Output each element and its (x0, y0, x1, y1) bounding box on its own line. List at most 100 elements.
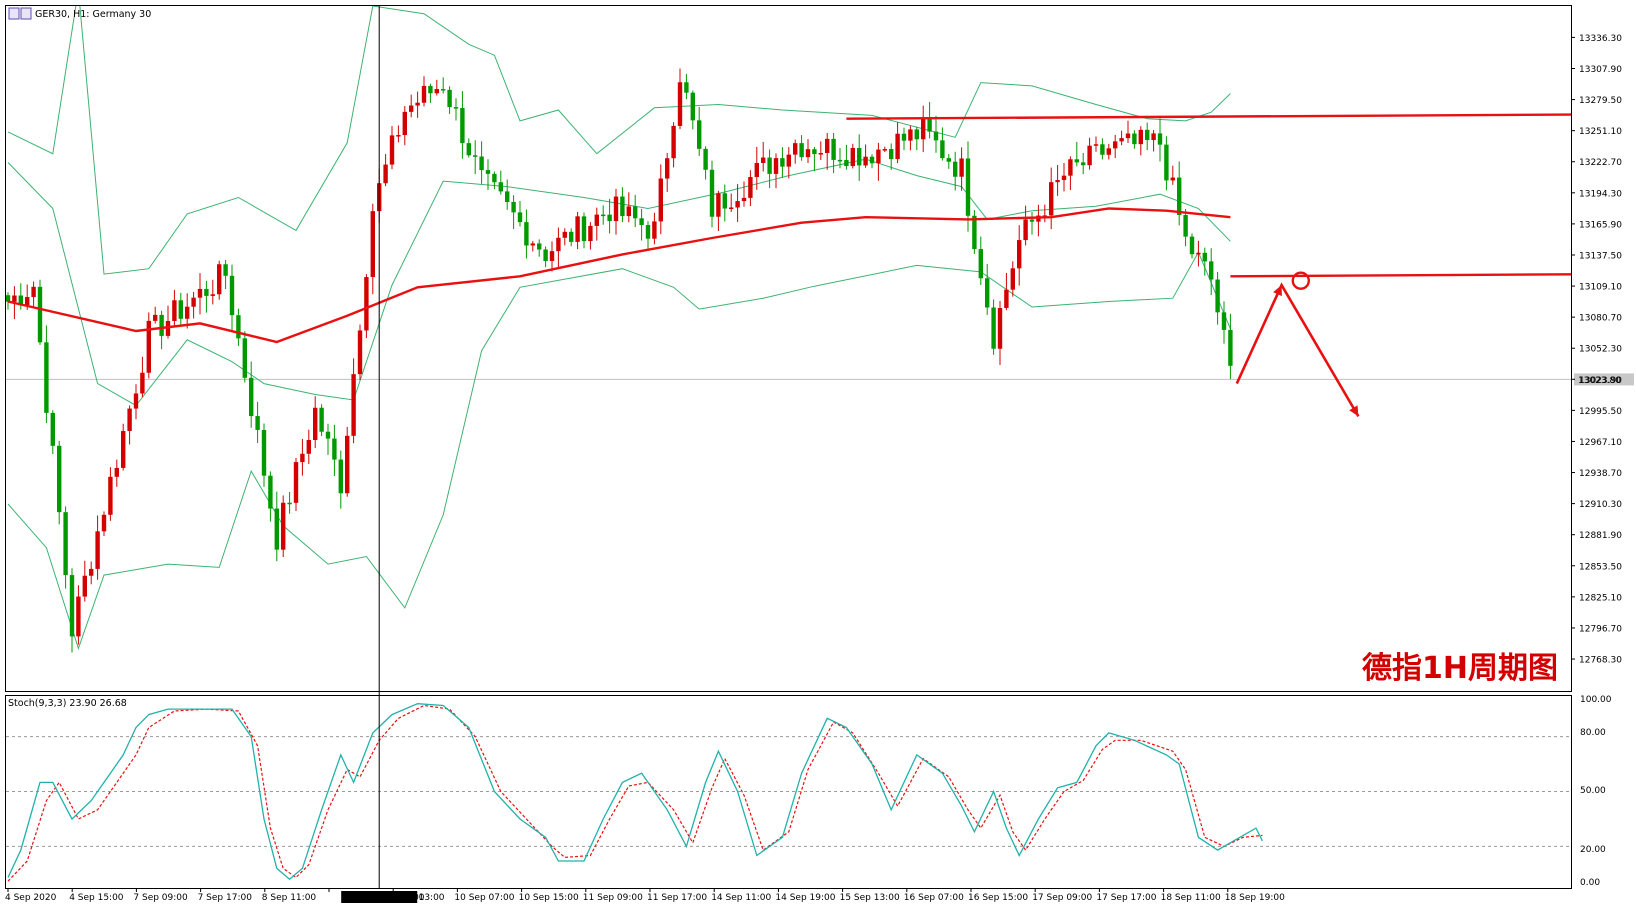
candle[interactable] (946, 153, 951, 169)
candle[interactable] (325, 423, 331, 455)
candle[interactable] (1055, 165, 1060, 196)
candle[interactable] (1196, 240, 1201, 267)
candle[interactable] (677, 68, 683, 130)
candle[interactable] (908, 125, 913, 151)
main-chart-area[interactable] (6, 0, 1602, 653)
candle[interactable] (953, 151, 958, 191)
candle[interactable] (204, 280, 209, 313)
candle[interactable] (6, 292, 11, 310)
candle[interactable] (530, 241, 535, 252)
candle[interactable] (389, 126, 395, 170)
candle[interactable] (703, 146, 708, 180)
candle[interactable] (409, 94, 414, 118)
candle[interactable] (217, 260, 222, 300)
candle[interactable] (370, 203, 375, 295)
candle[interactable] (197, 273, 203, 315)
candle[interactable] (517, 201, 523, 227)
candle[interactable] (697, 107, 702, 156)
candle[interactable] (735, 184, 740, 222)
candle[interactable] (185, 293, 190, 329)
candle[interactable] (31, 281, 36, 308)
candle[interactable] (1106, 143, 1111, 160)
candle[interactable] (229, 264, 235, 333)
candle[interactable] (876, 142, 881, 181)
candle[interactable] (50, 410, 55, 454)
candle[interactable] (165, 305, 171, 339)
candle[interactable] (255, 401, 260, 443)
candle[interactable] (1017, 225, 1022, 286)
candle[interactable] (620, 187, 625, 223)
candle[interactable] (178, 292, 183, 325)
candle[interactable] (569, 228, 574, 247)
candle[interactable] (460, 91, 465, 159)
candle[interactable] (274, 491, 279, 562)
candle[interactable] (69, 568, 75, 653)
candle[interactable] (1145, 122, 1150, 151)
candle[interactable] (1183, 209, 1188, 247)
candle[interactable] (1074, 141, 1079, 167)
candle[interactable] (965, 141, 971, 232)
candle[interactable] (1228, 313, 1233, 380)
candle[interactable] (1170, 165, 1175, 185)
candle[interactable] (402, 105, 407, 146)
candle[interactable] (351, 358, 356, 444)
candle[interactable] (261, 423, 267, 487)
candle[interactable] (1132, 130, 1137, 149)
candle[interactable] (242, 331, 247, 383)
candle[interactable] (153, 306, 158, 324)
candle[interactable] (37, 279, 43, 345)
candle[interactable] (101, 511, 107, 537)
candle[interactable] (1157, 118, 1163, 162)
candle[interactable] (453, 98, 459, 121)
candle[interactable] (729, 193, 734, 212)
candle[interactable] (793, 139, 798, 164)
candle[interactable] (1138, 126, 1143, 156)
candle[interactable] (601, 205, 606, 225)
candle[interactable] (633, 194, 638, 228)
candle[interactable] (1036, 204, 1041, 237)
candle[interactable] (985, 263, 990, 315)
candle[interactable] (857, 134, 862, 181)
candle[interactable] (524, 209, 529, 259)
candle[interactable] (76, 585, 81, 645)
candle[interactable] (505, 179, 510, 210)
candle[interactable] (1068, 156, 1073, 190)
candle[interactable] (978, 236, 983, 285)
candle[interactable] (249, 361, 254, 428)
candle[interactable] (639, 209, 644, 241)
candle[interactable] (895, 122, 900, 164)
candle[interactable] (338, 450, 343, 509)
candle[interactable] (1029, 211, 1035, 235)
candle[interactable] (345, 426, 350, 497)
candle[interactable] (933, 115, 939, 153)
candle[interactable] (581, 212, 587, 249)
candle[interactable] (761, 142, 766, 172)
candle[interactable] (364, 274, 369, 339)
candle[interactable] (498, 170, 503, 195)
candle[interactable] (1189, 233, 1195, 259)
candle[interactable] (63, 506, 68, 589)
candle[interactable] (754, 146, 759, 190)
candle[interactable] (319, 404, 324, 437)
candle[interactable] (722, 184, 727, 222)
candle[interactable] (850, 143, 855, 169)
candle[interactable] (767, 149, 772, 189)
candle[interactable] (594, 207, 599, 241)
candle[interactable] (1010, 261, 1015, 297)
candle[interactable] (626, 192, 631, 223)
candle[interactable] (549, 241, 555, 272)
candle[interactable] (415, 91, 420, 118)
candle[interactable] (709, 160, 715, 228)
candle[interactable] (313, 396, 318, 449)
candle[interactable] (383, 154, 388, 187)
candle[interactable] (133, 384, 139, 420)
candle[interactable] (127, 405, 132, 445)
candle[interactable] (140, 356, 145, 398)
candle[interactable] (57, 440, 62, 525)
candle[interactable] (428, 83, 433, 103)
candle[interactable] (1100, 138, 1105, 160)
candle[interactable] (396, 125, 401, 143)
candle[interactable] (114, 459, 119, 487)
candle[interactable] (293, 457, 299, 512)
candle[interactable] (300, 438, 305, 476)
